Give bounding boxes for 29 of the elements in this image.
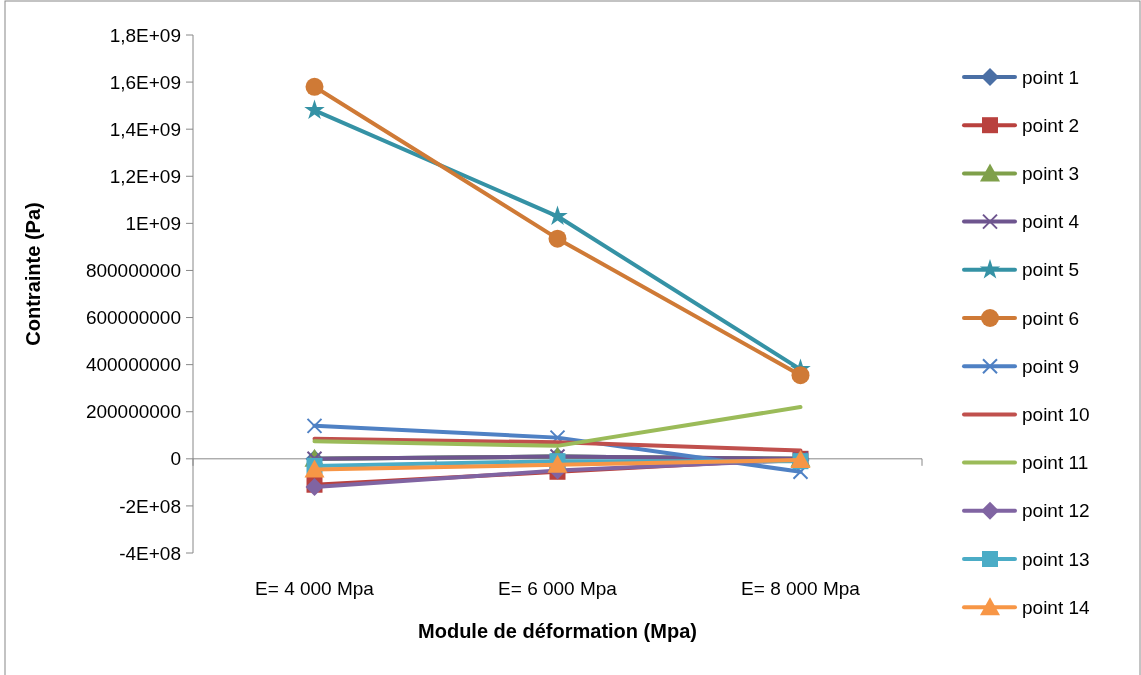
x-tick-label: E= 4 000 Mpa [255,578,375,599]
y-tick-label: -4E+08 [119,542,181,564]
y-tick-label: 1,2E+09 [109,165,181,187]
legend-label: point 2 [1022,114,1080,136]
legend-label: point 1 [1022,66,1080,88]
legend-label: point 4 [1022,211,1080,233]
y-tick-label: 400000000 [85,354,181,376]
legend-label: point 13 [1022,548,1090,570]
legend-label: point 3 [1022,163,1080,185]
x-axis-title: Module de déformation (Mpa) [418,620,697,642]
y-tick-label: -2E+08 [119,495,181,517]
y-tick-label: 600000000 [85,307,181,329]
legend-label: point 6 [1022,307,1080,329]
legend-label: point 5 [1022,259,1080,281]
legend-label: point 14 [1022,596,1091,618]
y-tick-label: 1,6E+09 [109,71,181,93]
y-axis-title: Contrainte (Pa) [22,202,44,346]
x-tick-label: E= 8 000 Mpa [741,578,861,599]
legend-label: point 11 [1022,452,1089,474]
y-tick-label: 800000000 [85,260,181,282]
legend-label: point 10 [1022,404,1090,426]
legend-label: point 9 [1022,355,1080,377]
y-tick-label: 1,4E+09 [109,118,181,140]
y-tick-label: 200000000 [85,401,181,423]
y-tick-label: 1,8E+09 [109,24,181,46]
y-tick-label: 1E+09 [125,213,181,235]
y-tick-label: 0 [170,448,181,470]
x-tick-label: E= 6 000 Mpa [498,578,618,599]
legend-label: point 12 [1022,500,1090,522]
